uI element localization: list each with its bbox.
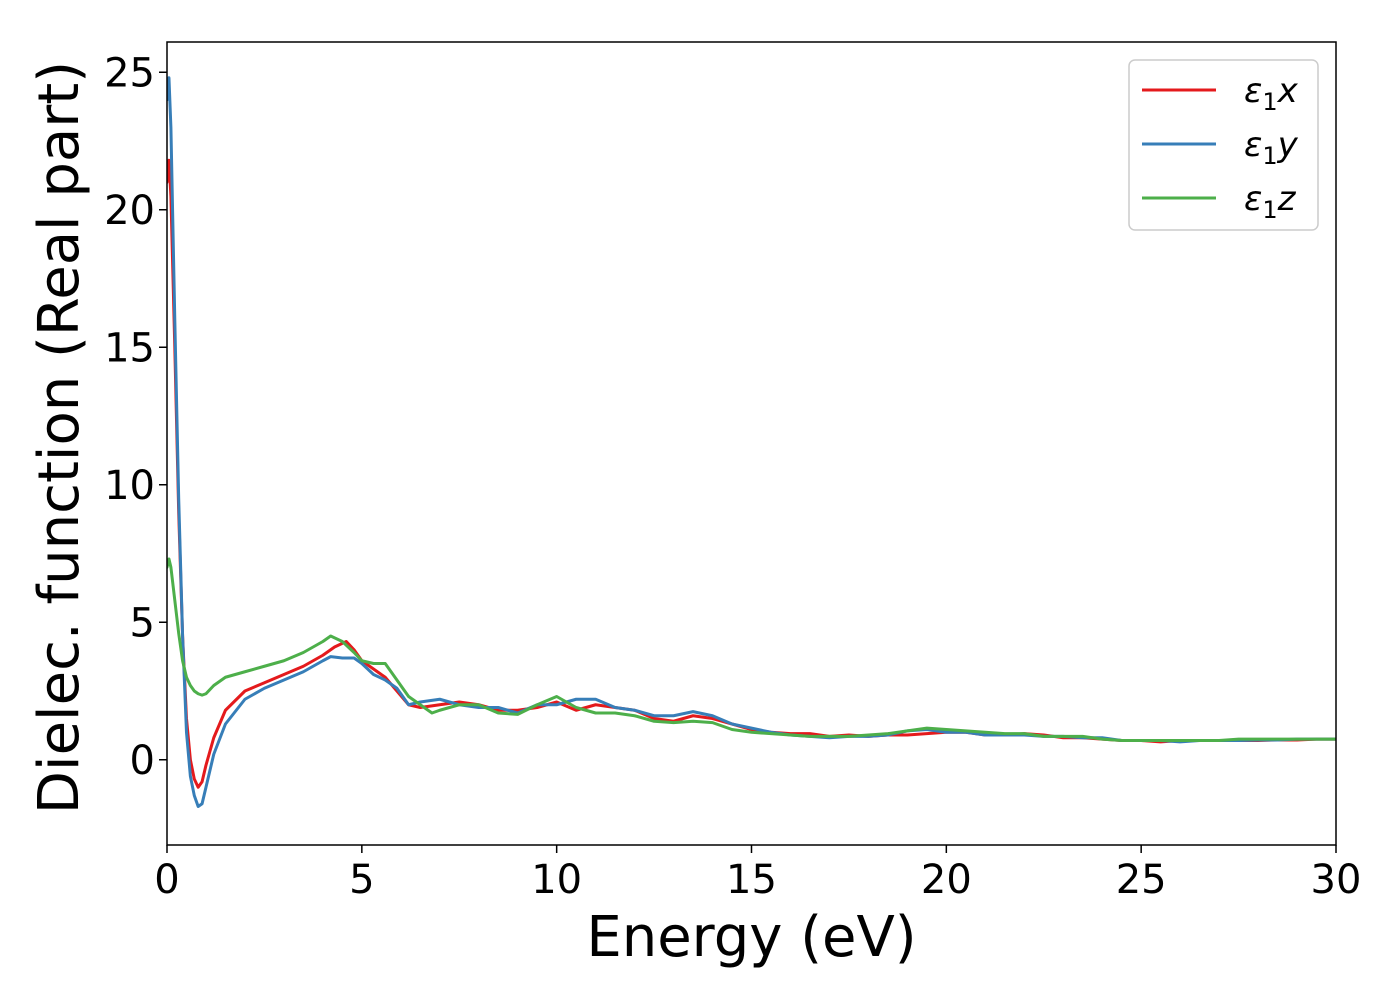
- legend-label-z: ε1z: [1244, 179, 1297, 224]
- x-axis: 0 5 10 15 20 25 30: [154, 845, 1361, 903]
- legend-label-y: ε1y: [1244, 125, 1299, 170]
- y-axis-label: Dielec. function (Real part): [27, 61, 92, 814]
- y-tick-label: 0: [130, 738, 155, 784]
- x-tick-label: 15: [726, 857, 777, 903]
- legend-label-x: ε1x: [1244, 71, 1299, 116]
- x-tick-label: 0: [154, 857, 179, 903]
- y-tick-label: 10: [104, 463, 155, 509]
- y-tick-label: 20: [104, 188, 155, 234]
- x-tick-label: 10: [531, 857, 582, 903]
- series-line-z: [167, 557, 1336, 742]
- legend-box: [1128, 59, 1319, 231]
- x-tick-label: 25: [1116, 857, 1167, 903]
- y-tick-label: 5: [130, 600, 155, 646]
- y-tick-label: 15: [104, 325, 155, 371]
- x-tick-label: 20: [921, 857, 972, 903]
- series-line-x: [167, 158, 1336, 789]
- legend: ε1x ε1y ε1z: [1128, 59, 1319, 231]
- y-axis: 0 5 10 15 20 25: [104, 50, 167, 784]
- series-layer: [167, 76, 1336, 808]
- x-axis-label: Energy (eV): [586, 905, 916, 970]
- y-tick-label: 25: [104, 50, 155, 96]
- x-tick-label: 30: [1311, 857, 1362, 903]
- x-tick-label: 5: [349, 857, 374, 903]
